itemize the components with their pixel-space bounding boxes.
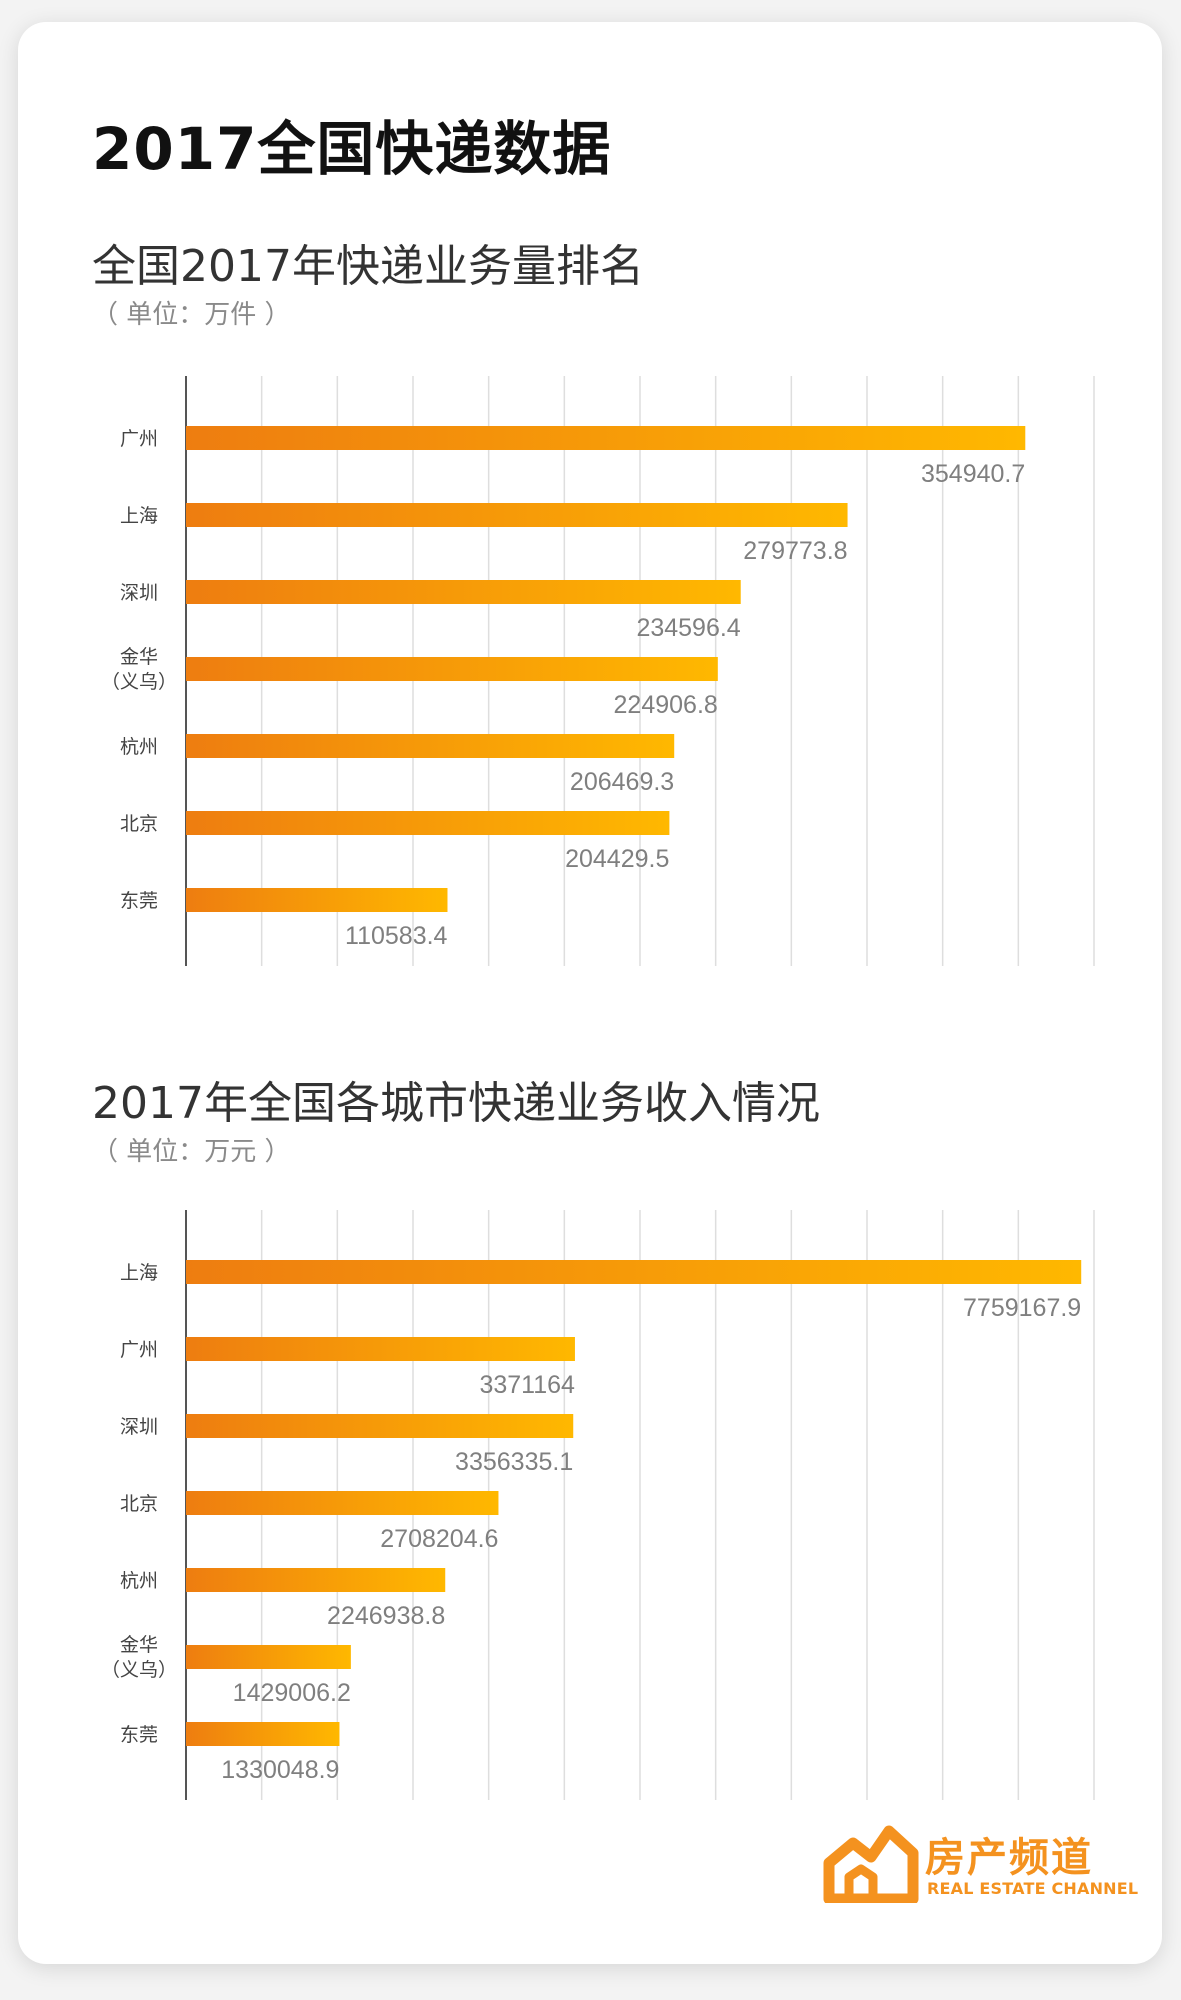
value-label: 206469.3	[570, 768, 674, 796]
value-label: 204429.5	[565, 845, 669, 873]
chart-2-title: 2017年全国各城市快递业务收入情况	[92, 1078, 820, 1129]
chart-1-volume-ranking: 广州 354940.7 上海 279773.8 深圳 234596.4 金华（义乌） 2249…	[101, 376, 1095, 966]
bar	[186, 1645, 351, 1669]
main-title: 2017全国快递数据	[92, 115, 612, 183]
category-label: 杭州	[120, 1570, 158, 1592]
house-logo-icon	[823, 1825, 919, 1905]
brand-name: 房产频道	[925, 1835, 1093, 1881]
brand-logo: 房产频道 REAL ESTATE CHANNEL	[823, 1823, 1138, 1913]
bar	[186, 1414, 574, 1438]
chart-2-unit: （ 单位：万元 ）	[92, 1137, 291, 1167]
bar	[186, 426, 1026, 450]
value-label: 1429006.2	[233, 1679, 351, 1707]
category-label: 金华（义乌）	[101, 1634, 177, 1681]
value-label: 7759167.9	[963, 1294, 1081, 1322]
chart-2-revenue: 上海 7759167.9 广州 3371164 深圳 3356335.1 北京 2708204…	[101, 1210, 1095, 1800]
value-label: 354940.7	[921, 460, 1025, 488]
value-label: 1330048.9	[221, 1756, 339, 1784]
value-label: 110583.4	[345, 922, 448, 950]
category-label: 金华（义乌）	[101, 646, 177, 693]
chart-1-title: 全国2017年快递业务量排名	[92, 241, 644, 292]
category-label: 深圳	[120, 1416, 158, 1438]
bar	[186, 811, 670, 835]
value-label: 279773.8	[743, 537, 847, 565]
infographic-card: 2017全国快递数据 全国2017年快递业务量排名 （ 单位：万件 ） 广州 35…	[18, 22, 1162, 1964]
value-label: 2246938.8	[327, 1602, 445, 1630]
category-label: 深圳	[120, 582, 158, 604]
bar	[186, 1722, 340, 1746]
value-label: 234596.4	[636, 614, 740, 642]
category-label: 北京	[120, 1493, 158, 1515]
category-label: 杭州	[120, 736, 158, 758]
value-label: 2708204.6	[380, 1525, 498, 1553]
category-label: 东莞	[120, 1724, 158, 1746]
category-label: 广州	[120, 428, 158, 450]
chart-1-unit: （ 单位：万件 ）	[92, 300, 291, 330]
bar	[186, 580, 741, 604]
value-label: 224906.8	[614, 691, 718, 719]
bar	[186, 888, 448, 912]
category-label: 北京	[120, 813, 158, 835]
value-label: 3356335.1	[455, 1448, 573, 1476]
category-label: 上海	[120, 1262, 158, 1284]
value-label: 3371164	[479, 1371, 575, 1399]
bar	[186, 1568, 446, 1592]
bar	[186, 503, 848, 527]
bar	[186, 1491, 499, 1515]
category-label: 上海	[120, 505, 158, 527]
bar	[186, 734, 675, 758]
bar	[186, 1260, 1082, 1284]
category-label: 东莞	[120, 890, 158, 912]
bar	[186, 1337, 575, 1361]
brand-subtitle: REAL ESTATE CHANNEL	[927, 1879, 1139, 1898]
bar	[186, 657, 718, 681]
category-label: 广州	[120, 1339, 158, 1361]
